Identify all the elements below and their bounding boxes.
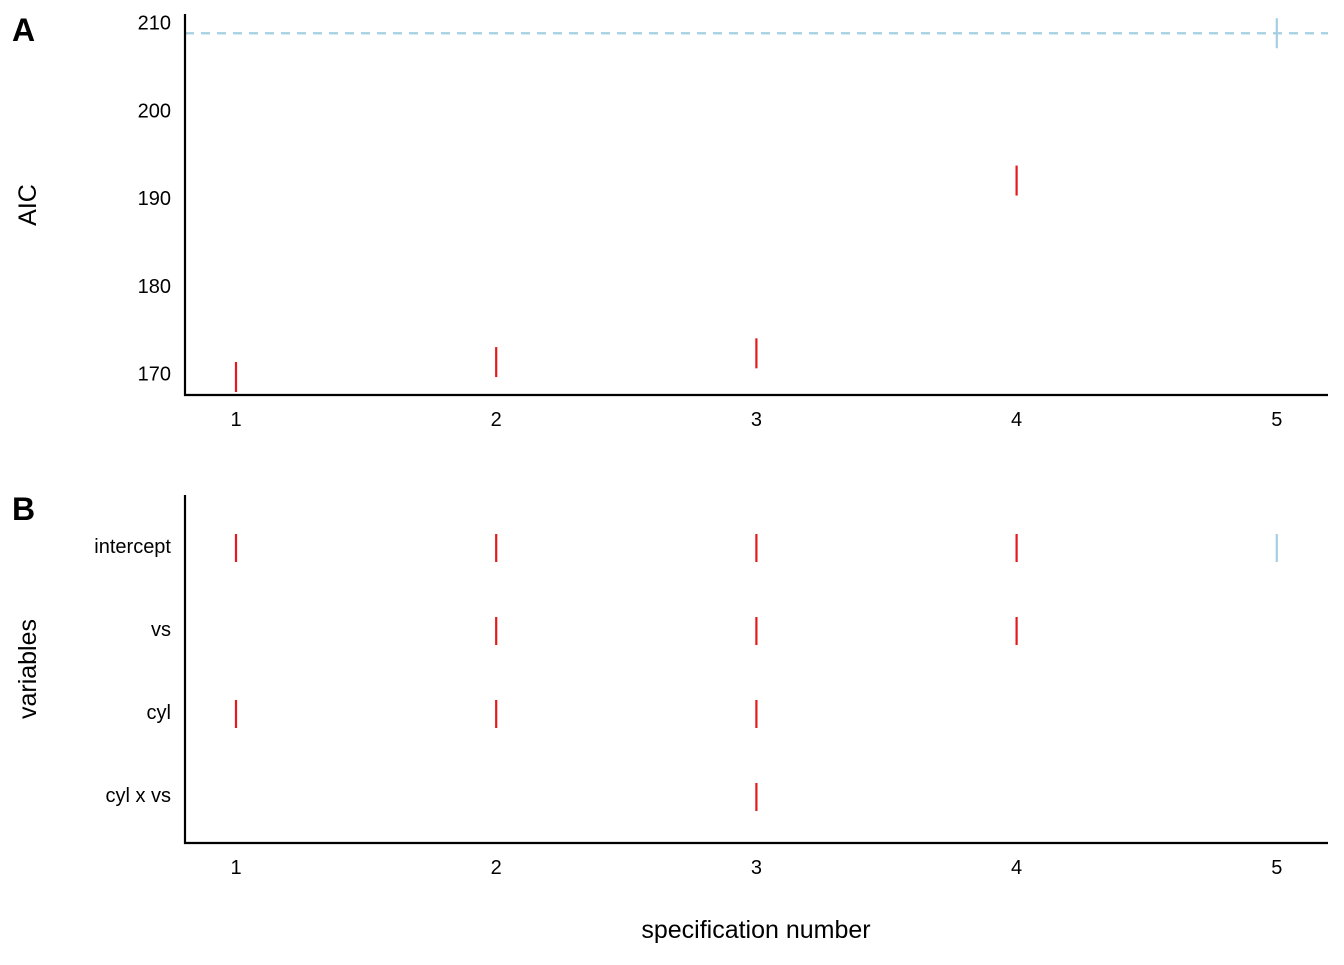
panel-a-y-tick-label: 200 bbox=[138, 100, 171, 122]
panel-b-y-tick-label: cyl bbox=[147, 702, 171, 724]
panel-a-y-tick-label: 210 bbox=[138, 13, 171, 35]
panel-a-y-tick-label: 170 bbox=[138, 364, 171, 386]
panel-a-x-tick-label: 1 bbox=[230, 409, 241, 431]
panel-a-y-tick-label: 180 bbox=[138, 276, 171, 298]
panel-a-x-tick-label: 3 bbox=[751, 409, 762, 431]
panel-b-y-tick-label: cyl x vs bbox=[105, 785, 171, 807]
panel-b-plot: intercept vs cyl cyl x vs 1 2 3 4 5 bbox=[94, 495, 1328, 879]
panel-a-y-tick-label: 190 bbox=[138, 188, 171, 210]
panel-a-plot: 170 180 190 200 210 1 2 3 4 5 bbox=[138, 13, 1328, 431]
panel-b-y-axis-title: variables bbox=[14, 619, 42, 719]
panel-b-y-tick-label: intercept bbox=[94, 536, 171, 558]
panel-a-y-axis-title: AIC bbox=[14, 184, 42, 226]
x-axis-title: specification number bbox=[641, 916, 870, 944]
panel-a-x-tick-label: 5 bbox=[1271, 409, 1282, 431]
panel-letter-a: A bbox=[12, 12, 35, 48]
panel-b-x-tick-label: 2 bbox=[491, 857, 502, 879]
panel-b-x-tick-label: 4 bbox=[1011, 857, 1022, 879]
panel-a-x-tick-label: 4 bbox=[1011, 409, 1022, 431]
panel-b-x-tick-label: 1 bbox=[230, 857, 241, 879]
panel-b-x-tick-label: 3 bbox=[751, 857, 762, 879]
panel-a-x-tick-label: 2 bbox=[491, 409, 502, 431]
panel-b-y-tick-label: vs bbox=[151, 619, 171, 641]
panel-b-x-tick-label: 5 bbox=[1271, 857, 1282, 879]
panel-letter-b: B bbox=[12, 491, 35, 527]
